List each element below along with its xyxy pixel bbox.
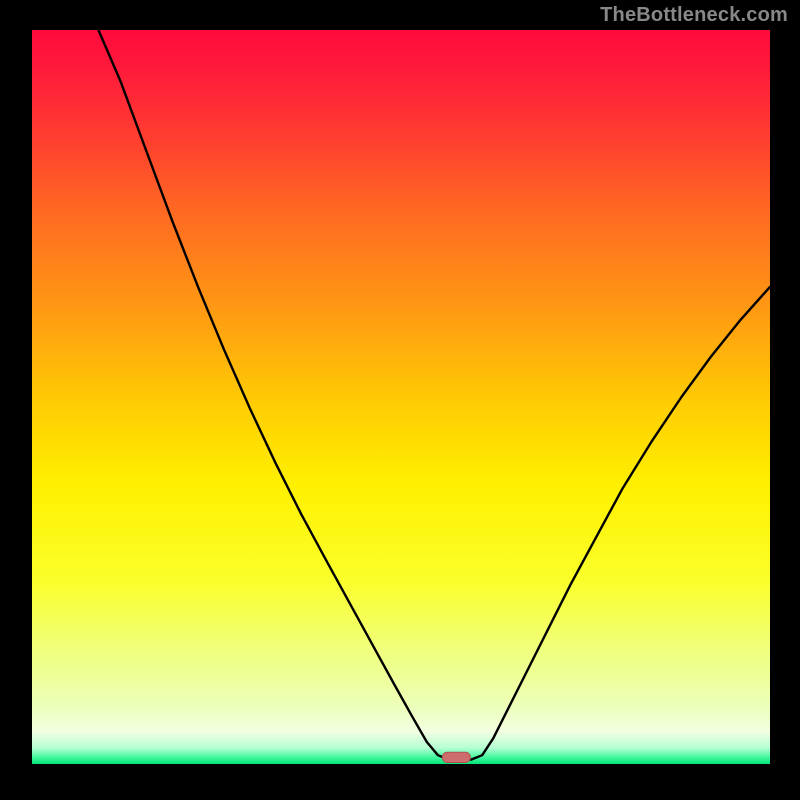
watermark-text: TheBottleneck.com [600, 4, 788, 27]
bottleneck-chart [0, 0, 800, 800]
optimal-marker [442, 752, 470, 762]
